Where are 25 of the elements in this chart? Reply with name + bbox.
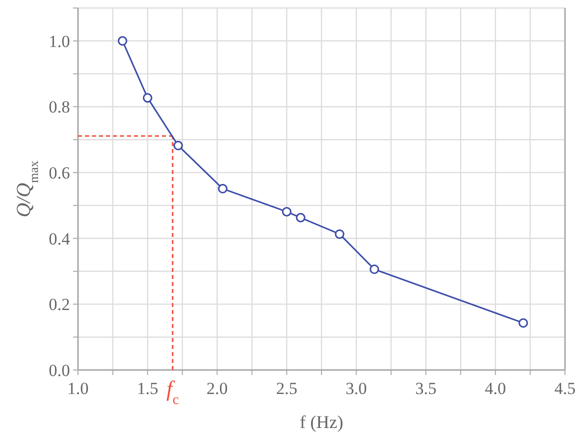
x-tick-label: 4.5: [554, 379, 576, 398]
point: [282, 206, 292, 216]
x-tick-label: 1.5: [136, 379, 158, 398]
x-axis-title: f (Hz): [300, 412, 344, 432]
point: [173, 140, 183, 150]
x-tick-label: 2.5: [276, 379, 298, 398]
point: [518, 318, 528, 328]
x-tick-label: 3.5: [415, 379, 436, 398]
point: [334, 229, 344, 239]
x-tick-label: 3.0: [346, 379, 367, 398]
y-tick-label: 0.6: [48, 164, 70, 183]
point: [296, 212, 306, 222]
point: [370, 264, 380, 274]
y-tick-label: 0.2: [48, 295, 70, 314]
point: [118, 36, 128, 46]
point: [218, 184, 228, 194]
x-tick-label: 2.0: [206, 379, 228, 398]
x-tick-label: 4.0: [484, 379, 506, 398]
y-tick-label: 0.0: [48, 361, 70, 380]
x-tick-label: 1.0: [67, 379, 89, 398]
y-tick-label: 0.8: [48, 98, 70, 117]
y-tick-label: 0.4: [48, 229, 70, 248]
ref-line-label: f$_{c}$: [166, 376, 179, 408]
y-tick-label: 1.0: [48, 32, 70, 51]
point: [142, 93, 152, 103]
